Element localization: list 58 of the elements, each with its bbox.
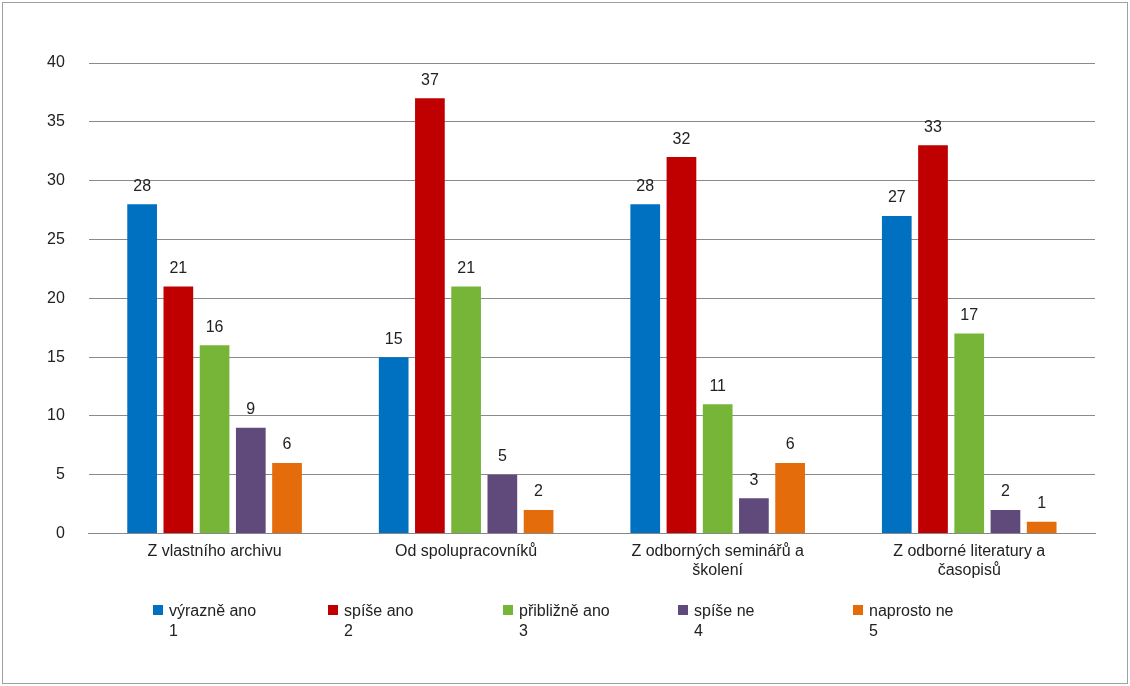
data-label: 2	[534, 482, 544, 500]
bar	[487, 474, 518, 534]
y-tick-label: 5	[55, 465, 65, 483]
bar	[775, 463, 805, 534]
bar	[163, 286, 194, 534]
data-label: 28	[133, 176, 152, 194]
data-label: 17	[960, 306, 979, 323]
legend-label: spíše ne 4	[694, 601, 755, 641]
data-label: 27	[887, 188, 906, 206]
bar	[415, 98, 445, 534]
data-label: 6	[785, 435, 795, 453]
bar	[918, 145, 948, 534]
legend-label: přibližně ano 3	[519, 601, 610, 641]
y-tick-label: 40	[47, 53, 65, 71]
bar	[272, 463, 302, 534]
x-tick-label: Z odborných seminářů a školení	[631, 541, 805, 578]
bar	[235, 427, 266, 534]
y-tick-label: 0	[55, 524, 65, 542]
bar	[881, 215, 912, 534]
data-label: 21	[457, 258, 476, 276]
bar	[451, 286, 481, 534]
data-label: 5	[497, 447, 507, 465]
bar	[378, 357, 409, 534]
bar	[523, 510, 554, 534]
data-label: 28	[636, 176, 655, 194]
legend-label: spíše ano 2	[344, 601, 414, 641]
x-tick-label: Od spolupracovníků	[394, 541, 538, 559]
bar	[199, 345, 230, 534]
data-label: 15	[384, 329, 403, 347]
data-label: 37	[421, 70, 439, 88]
x-tick-label: Z vlastního archivu	[147, 541, 282, 559]
y-tick-label: 15	[47, 347, 65, 365]
bar	[954, 333, 985, 534]
bar	[702, 404, 733, 534]
data-label: 6	[282, 435, 292, 453]
data-label: 11	[709, 376, 727, 394]
y-tick-label: 10	[47, 406, 65, 424]
bar	[630, 204, 661, 534]
x-tick-label: Z odborné literatury a časopisů	[893, 541, 1046, 578]
y-tick-label: 20	[47, 288, 65, 306]
bar	[1026, 521, 1057, 534]
data-label: 9	[246, 400, 256, 418]
data-label: 32	[672, 129, 691, 147]
legend-label: naprosto ne 5	[869, 601, 954, 641]
y-tick-label: 35	[47, 112, 65, 130]
y-tick-label: 25	[47, 229, 65, 247]
y-tick-label: 30	[47, 171, 65, 189]
bar	[990, 510, 1021, 534]
bar	[666, 157, 697, 534]
bar	[739, 498, 769, 534]
data-label: 3	[749, 470, 759, 488]
data-label: 33	[924, 117, 942, 135]
data-label: 16	[205, 317, 224, 335]
data-label: 2	[1000, 482, 1010, 500]
legend-label: výrazně ano 1	[169, 601, 257, 641]
data-label: 1	[1037, 494, 1047, 512]
bar	[127, 204, 157, 534]
data-label: 21	[169, 258, 188, 276]
